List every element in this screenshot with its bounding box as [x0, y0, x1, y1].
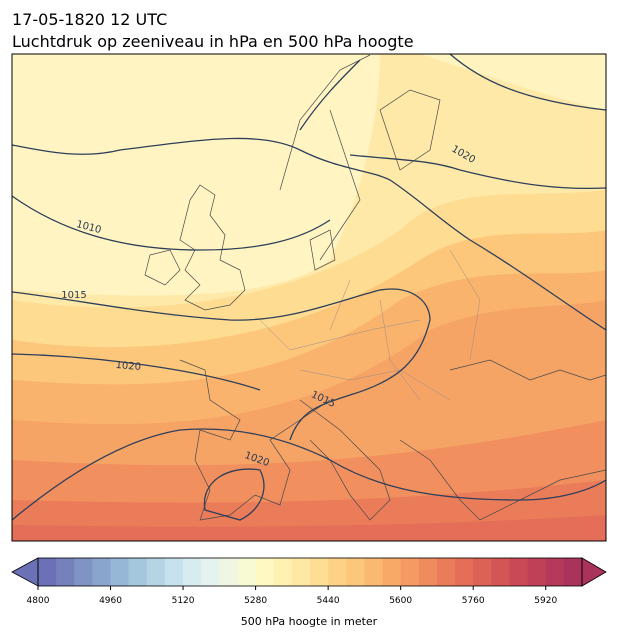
- colorbar-bin: [74, 558, 93, 586]
- colorbar-bin: [455, 558, 474, 586]
- colorbar-extend: [581, 557, 607, 587]
- contour-label: 1015: [61, 290, 86, 301]
- colorbar-bin: [527, 558, 547, 586]
- colorbar-bin: [38, 558, 57, 586]
- colorbar-bin: [436, 558, 456, 586]
- map-frame: [11, 53, 607, 542]
- colorbar-bin: [92, 558, 112, 586]
- colorbar-bin: [110, 558, 130, 586]
- colorbar-tick-label: 5280: [244, 596, 267, 606]
- colorbar-bin: [418, 558, 438, 586]
- colorbar-tick-label: 5120: [172, 596, 195, 606]
- colorbar-bin: [128, 558, 148, 586]
- colorbar-bin: [219, 558, 238, 586]
- colorbar-tick-label: 5920: [534, 596, 557, 606]
- colorbar-bin: [364, 558, 384, 586]
- colorbar-bin: [509, 558, 529, 586]
- colorbar-bin: [255, 558, 275, 586]
- colorbar-bin: [346, 558, 365, 586]
- contour-label: 1020: [115, 360, 141, 373]
- colorbar-tick-label: 5760: [462, 596, 485, 606]
- colorbar-bin: [164, 558, 184, 586]
- colorbar-label: 500 hPa hoogte in meter: [241, 615, 378, 628]
- colorbar-bin: [382, 558, 402, 586]
- title: 17-05-1820 12 UTC: [12, 10, 167, 29]
- colorbar-bin: [310, 558, 329, 586]
- colorbar-bin: [473, 558, 492, 586]
- colorbar-bin: [291, 558, 311, 586]
- colorbar-extend: [11, 557, 39, 587]
- colorbar-bin: [400, 558, 420, 586]
- colorbar-bin: [183, 558, 202, 586]
- colorbar-bin: [201, 558, 220, 586]
- colorbar-bin: [56, 558, 75, 586]
- colorbar: 4800 4960 5120 5280 5440 5600 5760 5920: [11, 557, 607, 606]
- colorbar-bin: [237, 558, 257, 586]
- colorbar-bin: [146, 558, 166, 586]
- colorbar-tick-label: 5600: [389, 596, 412, 606]
- colorbar-bin: [273, 558, 293, 586]
- colorbar-tick-label: 4960: [99, 596, 122, 606]
- map: 1010 1015 1020 1015 1020 1020: [12, 54, 606, 541]
- subtitle: Luchtdruk op zeeniveau in hPa en 500 hPa…: [12, 32, 414, 51]
- colorbar-bin: [563, 558, 583, 586]
- colorbar-bin: [545, 558, 565, 586]
- colorbar-bin: [491, 558, 510, 586]
- colorbar-tick-label: 4800: [27, 596, 50, 606]
- colorbar-frame: [37, 557, 583, 587]
- colorbar-tick-label: 5440: [317, 596, 340, 606]
- colorbar-bin: [328, 558, 347, 586]
